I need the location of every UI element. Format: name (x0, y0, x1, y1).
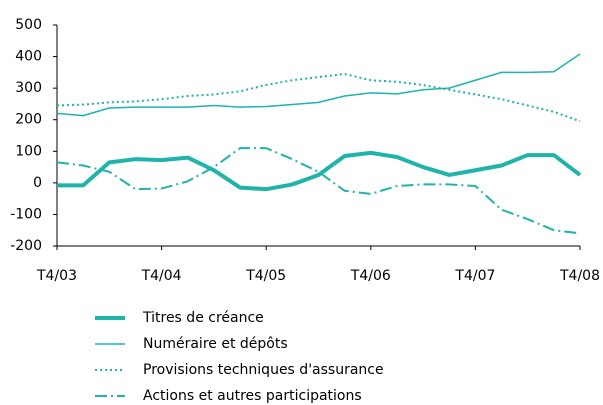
series-line (56, 72, 581, 123)
legend-label: Titres de créance (142, 310, 264, 326)
series-line (57, 150, 582, 192)
x-tick-label: T4/03 (36, 268, 77, 284)
series-line (56, 53, 581, 117)
y-tick-label: 200 (15, 112, 42, 128)
legend-label: Provisions techniques d'assurance (143, 362, 384, 378)
y-tick-label: 100 (15, 143, 42, 159)
x-tick-label: T4/06 (350, 268, 391, 284)
y-tick-label: 500 (15, 17, 42, 33)
y-tick-label: -100 (10, 206, 42, 222)
legend-label: Numéraire et dépôts (143, 336, 288, 352)
y-tick-label: 300 (15, 80, 42, 96)
x-tick-label: T4/05 (245, 268, 286, 284)
x-tick-label: T4/07 (454, 268, 495, 284)
x-tick-label: T4/04 (141, 268, 182, 284)
y-tick-label: -200 (10, 238, 42, 254)
y-tick-label: 0 (33, 175, 42, 191)
x-tick-label: T4/08 (559, 268, 600, 284)
legend-label: Actions et autres participations (143, 388, 362, 404)
series-line (56, 147, 581, 235)
y-tick-label: 400 (15, 49, 42, 65)
